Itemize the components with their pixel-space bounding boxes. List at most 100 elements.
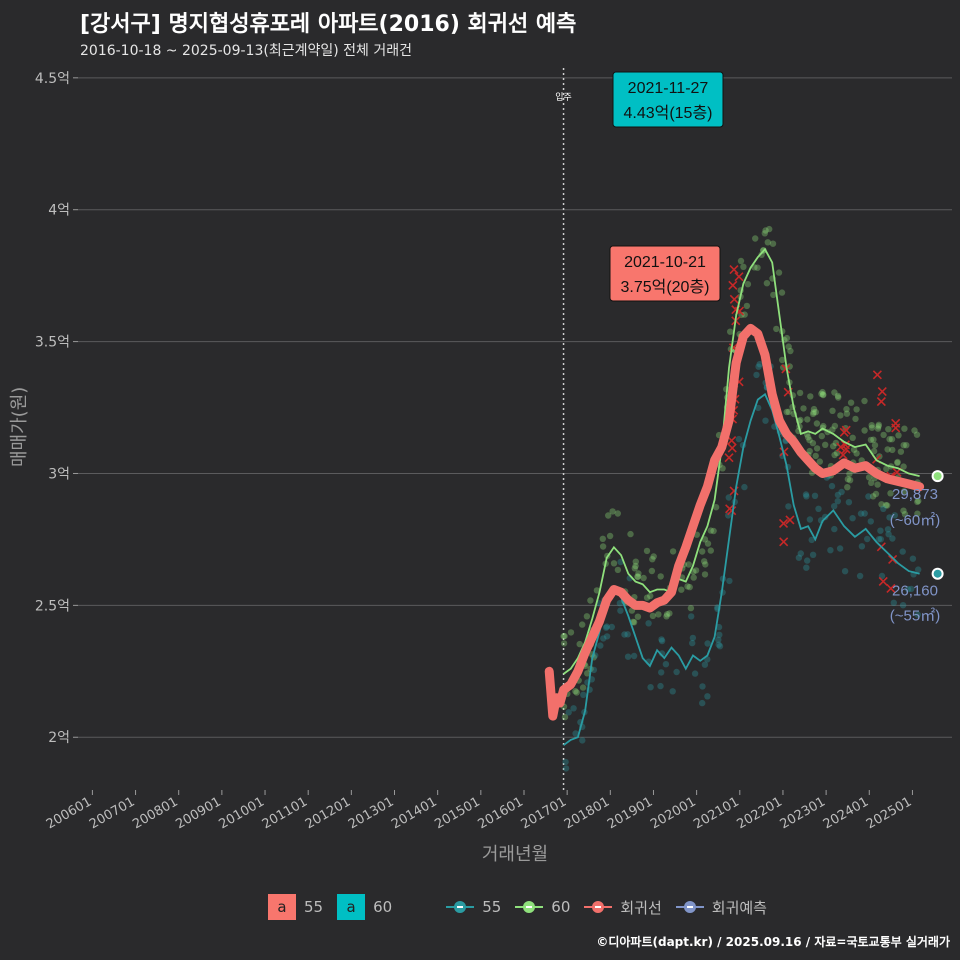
- trade-point-55: [914, 611, 921, 618]
- trade-point-60: [894, 458, 901, 466]
- trade-point-55: [715, 623, 723, 631]
- trade-point-60: [870, 436, 877, 443]
- trade-point-60: [868, 422, 875, 429]
- trade-point-60: [650, 553, 657, 560]
- trade-point-60: [599, 535, 606, 542]
- trade-point-55: [804, 557, 811, 564]
- trade-point-55: [797, 550, 804, 557]
- trade-point-60: [831, 422, 839, 430]
- trade-point-60: [632, 558, 639, 565]
- legend-forecast-icon: [675, 897, 704, 917]
- trade-point-60: [690, 574, 697, 581]
- trade-point-60: [699, 548, 706, 555]
- trade-point-60: [875, 421, 882, 428]
- cancelled-trade-mark: [728, 280, 738, 290]
- trade-point-55: [889, 535, 896, 542]
- annotation-date: 2021-10-21: [624, 254, 706, 271]
- legend: a 55 a 60 55 60 회귀선 회귀예측: [268, 893, 781, 921]
- trade-point-60: [849, 434, 856, 441]
- trade-point-55: [877, 527, 884, 534]
- trade-point-55: [741, 483, 748, 491]
- trade-point-60: [882, 501, 890, 509]
- trade-point-60: [813, 445, 821, 452]
- x-tick-label: 200901: [173, 794, 223, 832]
- x-tick-label: 200601: [44, 794, 94, 832]
- grid-layer: 입주: [78, 68, 952, 790]
- trade-point-60: [895, 432, 902, 439]
- trade-point-55: [809, 551, 817, 558]
- legend-regression-icon: [584, 897, 613, 917]
- trade-point-60: [915, 497, 922, 505]
- trade-point-60: [579, 684, 587, 691]
- trade-point-55: [590, 666, 598, 674]
- legend-line-60-icon: [515, 897, 544, 917]
- trade-point-60: [701, 536, 709, 543]
- trade-point-55: [621, 631, 628, 638]
- trade-point-55: [755, 363, 762, 370]
- forecast-value-label: 26,160: [892, 583, 938, 600]
- trade-point-60: [875, 423, 882, 430]
- legend-label-60-line: 60: [551, 898, 571, 916]
- chart-marks: 29,873 (~60㎡) 26,160 (~55㎡) 2021-11-27 4.43억(…: [609, 71, 944, 625]
- trade-point-55: [645, 620, 652, 627]
- trade-point-60: [820, 391, 827, 399]
- trade-point-60: [687, 604, 695, 612]
- trade-point-60: [740, 263, 747, 270]
- trade-point-60: [804, 416, 811, 423]
- trade-point-60: [806, 436, 813, 444]
- cancelled-trade-mark: [877, 386, 887, 397]
- trade-point-60: [643, 594, 651, 601]
- x-tick-label: 201201: [303, 794, 353, 832]
- cancelled-trade-mark: [876, 396, 886, 407]
- trade-point-60: [810, 405, 818, 413]
- trade-point-60: [911, 427, 918, 434]
- trade-point-55: [856, 572, 864, 580]
- move-in-label: 입주: [555, 91, 572, 103]
- trade-point-55: [688, 613, 695, 620]
- trade-point-55: [579, 737, 586, 744]
- trade-point-60: [819, 391, 827, 398]
- x-axis-label: 거래년월: [481, 844, 549, 865]
- trade-point-55: [785, 503, 792, 510]
- trade-point-55: [828, 482, 836, 490]
- trade-point-55: [831, 503, 838, 510]
- trade-point-60: [885, 426, 892, 433]
- trade-point-55: [562, 765, 570, 772]
- trade-point-55: [880, 505, 887, 512]
- cancelled-trade-mark: [872, 370, 882, 380]
- trade-point-60: [787, 347, 794, 355]
- trade-point-60: [701, 558, 708, 565]
- series-line-regression: [544, 323, 925, 721]
- y-tick-label: 2억: [48, 730, 70, 746]
- trade-point-55: [715, 641, 722, 648]
- trade-point-55: [753, 371, 760, 379]
- x-tick-label: 201701: [519, 794, 569, 832]
- trade-point-60: [761, 230, 768, 237]
- cancelled-trade-mark: [729, 294, 739, 304]
- trade-point-55: [806, 516, 814, 523]
- trade-point-60: [844, 484, 851, 491]
- trade-point-60: [884, 502, 891, 509]
- trade-point-55: [562, 758, 569, 766]
- trade-point-60: [861, 427, 868, 434]
- trade-point-60: [820, 422, 827, 430]
- trade-point-55: [704, 640, 711, 647]
- trade-point-60: [812, 409, 819, 416]
- trade-point-60: [785, 408, 792, 415]
- forecast-value-label: 29,873: [892, 486, 938, 503]
- trade-point-55: [808, 536, 815, 544]
- trade-point-55: [884, 526, 892, 533]
- cancelled-trade-mark: [891, 418, 901, 428]
- trade-point-60: [649, 556, 656, 563]
- cancelled-trade-mark: [838, 450, 848, 460]
- trade-point-55: [673, 668, 680, 676]
- trade-point-55: [890, 599, 897, 606]
- trade-point-55: [831, 525, 838, 533]
- x-tick-label: 202001: [648, 794, 698, 832]
- trade-point-60: [647, 592, 654, 600]
- trade-point-55: [565, 709, 572, 716]
- trade-point-55: [657, 682, 664, 690]
- cancelled-trade-mark: [888, 554, 898, 565]
- annotation-text: 3.75억(20층): [620, 278, 709, 296]
- cancelled-trade-mark: [734, 272, 744, 282]
